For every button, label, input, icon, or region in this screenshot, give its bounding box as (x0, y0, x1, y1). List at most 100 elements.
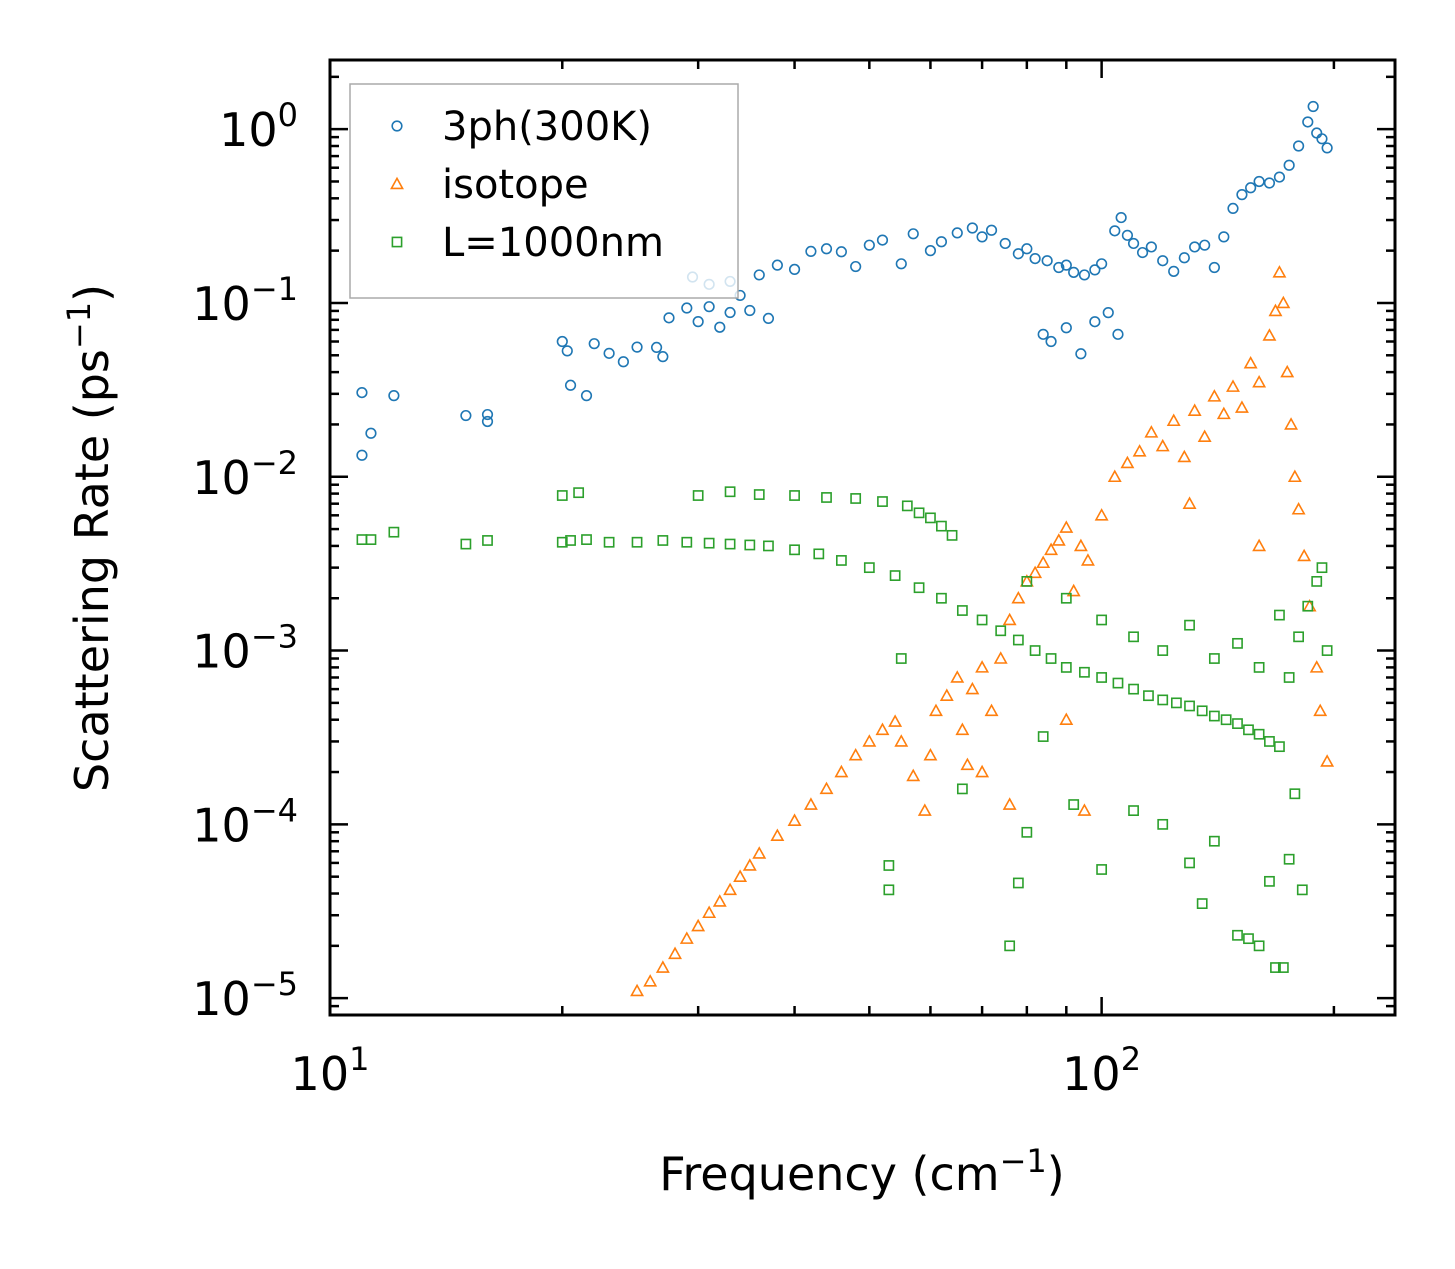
data-point (936, 520, 947, 532)
legend-marker (390, 176, 404, 190)
y-tick-label: 10−1 (192, 270, 298, 331)
data-point (1320, 754, 1335, 767)
data-point (1227, 202, 1239, 215)
y-tick-label: 100 (219, 96, 298, 157)
data-point (985, 224, 998, 236)
data-point (1021, 243, 1033, 255)
data-point (1253, 175, 1265, 188)
data-point (1297, 548, 1312, 562)
data-point (894, 734, 909, 747)
legend-item: isotope (390, 162, 589, 208)
data-point (917, 803, 932, 816)
data-point (565, 535, 576, 546)
data-point (724, 538, 736, 550)
data-point (1208, 261, 1220, 274)
data-point (1208, 835, 1220, 847)
x-axis-title-main: Frequency (cm (659, 1147, 999, 1201)
data-point (1253, 728, 1265, 740)
data-point (787, 813, 802, 826)
data-point (1045, 653, 1057, 664)
data-point (1273, 171, 1286, 183)
data-point (1051, 533, 1066, 546)
data-point (1253, 940, 1265, 952)
data-point (1292, 140, 1305, 152)
data-point (1276, 295, 1291, 309)
data-point (1321, 142, 1333, 154)
data-point (965, 681, 980, 695)
data-point (976, 231, 988, 243)
data-point (692, 490, 704, 501)
data-point (1309, 660, 1324, 673)
data-point (835, 555, 847, 566)
data-point (936, 592, 947, 604)
data-point (744, 539, 756, 551)
data-point (744, 304, 756, 317)
data-point (1218, 231, 1230, 243)
legend-item: 3ph(300K) (391, 104, 652, 150)
data-point (1157, 694, 1169, 706)
data-point (1028, 565, 1043, 579)
data-point (901, 500, 913, 512)
data-point (1291, 502, 1306, 515)
data-point (835, 246, 847, 258)
data-point (1184, 619, 1195, 631)
data-point (863, 562, 875, 574)
data-point (681, 536, 693, 548)
data-point (703, 537, 715, 549)
y-tick-label: 10−4 (192, 791, 298, 852)
data-point (650, 341, 663, 354)
data-point (907, 228, 919, 240)
y-axis-title-end: ) (65, 284, 119, 302)
data-point (1157, 645, 1169, 656)
data-point (1307, 100, 1319, 113)
series-layer (356, 100, 1335, 997)
data-point (763, 540, 774, 552)
data-point (1287, 469, 1302, 483)
legend-box (349, 83, 739, 299)
data-point (588, 338, 600, 350)
data-point (733, 869, 748, 882)
data-point (1002, 612, 1017, 626)
data-point (951, 227, 963, 239)
data-point (1128, 683, 1139, 695)
data-point (1166, 413, 1181, 427)
data-point (1136, 246, 1149, 259)
data-point (1060, 662, 1072, 673)
data-point (1184, 700, 1195, 712)
y-tick-label: 10−5 (192, 965, 298, 1026)
y-axis-title-exponent: −1 (60, 302, 98, 349)
data-point (834, 764, 849, 778)
data-point (724, 306, 736, 319)
data-point (1112, 677, 1124, 689)
data-point (1112, 328, 1124, 340)
data-point (889, 570, 901, 581)
data-point (1289, 788, 1301, 800)
data-point (1021, 575, 1033, 587)
data-point (876, 234, 889, 246)
data-point (850, 260, 862, 273)
data-point (1277, 962, 1289, 973)
data-point (1313, 703, 1328, 717)
data-point (753, 489, 765, 500)
data-point (1207, 389, 1222, 402)
data-point (655, 960, 670, 973)
data-point (1077, 803, 1092, 816)
data-point (1045, 335, 1057, 348)
data-point (630, 983, 645, 997)
data-point (1264, 875, 1275, 887)
legend-label: L=1000nm (442, 220, 664, 266)
data-point (1011, 590, 1026, 604)
data-point (388, 526, 400, 538)
data-point (1197, 429, 1212, 442)
data-point (1178, 252, 1190, 264)
data-point (924, 245, 937, 257)
data-point (771, 259, 783, 271)
data-point (1132, 444, 1147, 457)
data-point (573, 487, 585, 499)
data-point (1187, 403, 1202, 416)
data-point (657, 351, 669, 363)
data-point (1012, 248, 1024, 260)
data-point (1274, 741, 1285, 753)
data-point (1155, 438, 1170, 452)
